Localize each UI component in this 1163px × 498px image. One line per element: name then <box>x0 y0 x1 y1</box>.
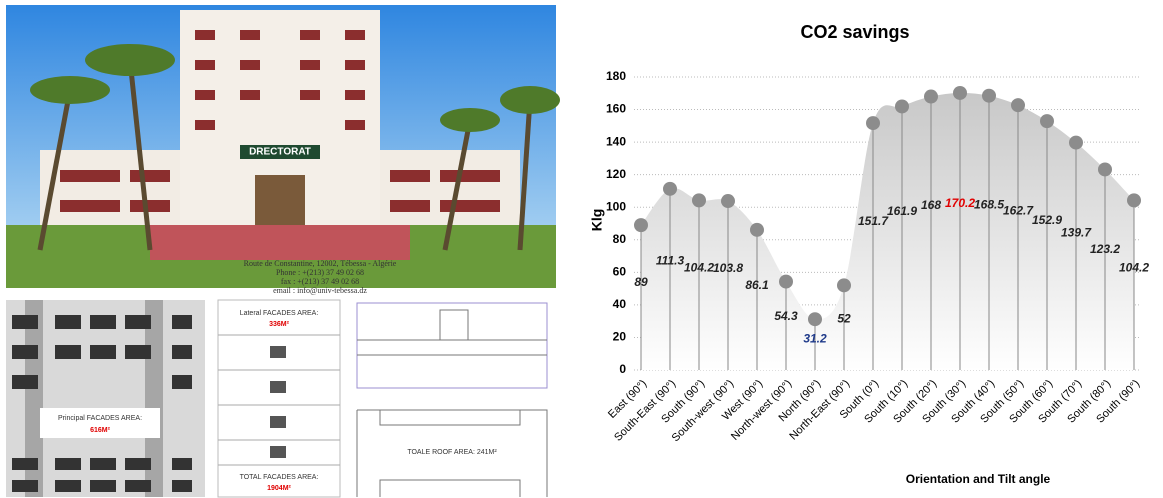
y-tick-label: 140 <box>606 134 626 148</box>
chart-title: CO2 savings <box>800 22 909 42</box>
lateral-value: 336M² <box>269 321 290 328</box>
y-tick-label: 40 <box>613 297 627 311</box>
marker <box>924 90 938 104</box>
marker <box>721 194 735 208</box>
lateral-label: Lateral FACADES AREA: <box>240 310 319 317</box>
marker <box>1098 162 1112 176</box>
y-tick-label: 0 <box>619 362 626 376</box>
marker <box>1011 98 1025 112</box>
photo: DRECTORAT Route de Constantine, 12002, T… <box>6 5 560 295</box>
y-tick-label: 160 <box>606 102 626 116</box>
sign: DRECTORAT <box>249 147 311 158</box>
marker <box>953 86 967 100</box>
address: Route de Constantine, 12002, Tébessa - A… <box>244 259 397 268</box>
value-label: 151.7 <box>858 214 889 228</box>
value-label: 104.2 <box>684 260 714 274</box>
figure: DRECTORAT Route de Constantine, 12002, T… <box>0 0 1163 498</box>
value-label: 152.9 <box>1032 213 1062 227</box>
value-label: 161.9 <box>887 204 917 218</box>
y-tick-label: 80 <box>613 232 627 246</box>
value-label: 170.2 <box>945 196 975 210</box>
y-tick-label: 120 <box>606 167 626 181</box>
marker <box>837 278 851 292</box>
principal-label: Principal FACADES AREA: <box>58 415 142 422</box>
value-label: 31.2 <box>803 332 827 346</box>
marker <box>663 182 677 196</box>
marker <box>779 275 793 289</box>
value-label: 111.3 <box>656 253 685 267</box>
fax: fax : +(213) 37 49 02 68 <box>281 277 359 286</box>
total-label: TOTAL FACADES AREA: <box>240 474 319 481</box>
value-label: 103.8 <box>713 261 743 275</box>
marker <box>1040 114 1054 128</box>
y-tick-label: 60 <box>613 265 627 279</box>
y-tick-label: 180 <box>606 69 626 83</box>
marker <box>634 218 648 232</box>
y-tick-label: 100 <box>606 199 626 213</box>
roof-label: TOALE ROOF AREA: 241M² <box>407 449 497 456</box>
marker <box>750 223 764 237</box>
y-axis-label: Klg <box>589 209 605 232</box>
plan-panel: TOALE ROOF AREA: 241M² <box>357 303 547 497</box>
marker <box>808 312 822 326</box>
x-axis-label: Orientation and Tilt angle <box>906 472 1051 486</box>
value-label: 54.3 <box>774 309 798 323</box>
principal-value: 616M² <box>90 427 111 434</box>
email: email : info@univ-tebessa.dz <box>273 286 367 295</box>
value-label: 52 <box>837 311 851 325</box>
value-label: 123.2 <box>1090 242 1120 256</box>
marker <box>1127 193 1141 207</box>
y-tick-label: 20 <box>613 330 627 344</box>
facade-panel: Principal FACADES AREA: 616M² <box>6 300 205 497</box>
value-label: 168.5 <box>974 198 1004 212</box>
value-label: 89 <box>634 275 648 289</box>
marker <box>866 116 880 130</box>
lateral-panel: Lateral FACADES AREA: 336M² TOTAL FACADE… <box>218 300 340 497</box>
marker <box>982 89 996 103</box>
phone: Phone : +(213) 37 49 02 68 <box>276 268 364 277</box>
value-label: 86.1 <box>745 278 769 292</box>
marker <box>1069 136 1083 150</box>
total-value: 1904M² <box>267 485 291 492</box>
value-label: 139.7 <box>1061 226 1092 240</box>
marker <box>692 193 706 207</box>
marker <box>895 99 909 113</box>
value-label: 162.7 <box>1003 203 1034 217</box>
value-label: 104.2 <box>1119 260 1149 274</box>
value-label: 168 <box>921 198 941 212</box>
